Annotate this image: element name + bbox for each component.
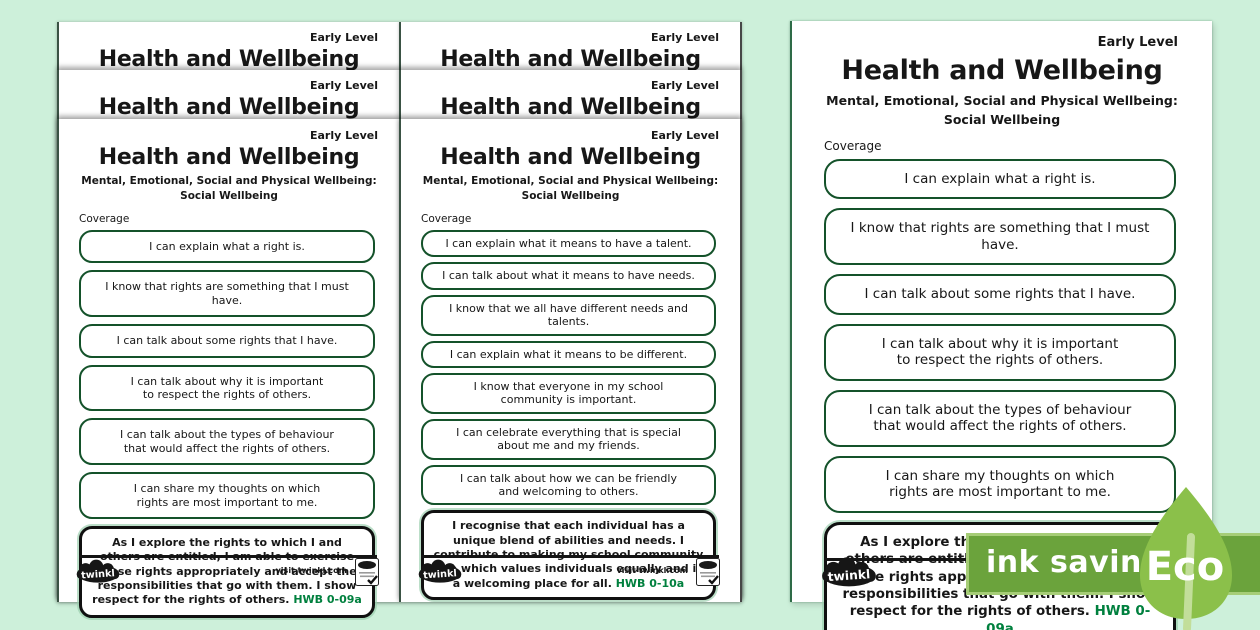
coverage-statement-box: I can talk about the types of behaviour …	[824, 389, 1176, 447]
coverage-statement-box: I can share my thoughts on which rights …	[824, 455, 1176, 513]
worksheet-page-talents-small: Early Level Health and Wellbeing Mental,…	[399, 119, 742, 602]
coverage-statement-box: I know that rights are something that I …	[824, 208, 1176, 266]
twinkl-logo-icon: twinkl	[75, 558, 121, 590]
coverage-statement-box: I can explain what a right is.	[824, 159, 1176, 200]
worksheet-subtitle: Mental, Emotional, Social and Physical W…	[826, 93, 1178, 127]
worksheet-title: Health and Wellbeing	[98, 95, 360, 120]
worksheet-title: Health and Wellbeing	[98, 47, 360, 72]
worksheet-header: Early Level Health and Wellbeing	[59, 22, 399, 602]
worksheet-subtitle: Mental, Emotional, Social and Physical W…	[81, 175, 377, 202]
coverage-statement-box: I can talk about how we can be friendly …	[421, 464, 716, 506]
coverage-statement-box: I know that we all have different needs …	[421, 294, 716, 336]
coverage-box-list: I can explain what it means to have a ta…	[421, 230, 716, 600]
twinkl-logo-icon: twinkl	[417, 558, 463, 590]
eco-leaf-icon: Eco	[1128, 483, 1244, 630]
twinkl-logo-icon: twinkl	[820, 556, 878, 594]
hwb-code: HWB 0-09a	[986, 604, 1151, 630]
coverage-label: Coverage	[824, 139, 882, 153]
coverage-statement-box: I can talk about some rights that I have…	[824, 274, 1176, 315]
ink-saving-label: ink saving	[986, 545, 1164, 580]
visit-twinkl-text: visit twinkl.com	[275, 566, 347, 575]
coverage-statement-box: I can talk about some rights that I have…	[79, 324, 375, 358]
quality-badge-icon	[696, 558, 720, 590]
worksheet-title: Health and Wellbeing	[841, 55, 1163, 86]
coverage-label: Coverage	[421, 213, 472, 225]
coverage-statement-box: I can explain what it means to have a ta…	[421, 230, 716, 258]
worksheet-title: Health and Wellbeing	[440, 145, 701, 170]
hwb-code: HWB 0-09a	[293, 593, 362, 607]
coverage-statement-box: I can talk about the types of behaviour …	[79, 418, 375, 466]
coverage-statement-box: I can explain what a right is.	[79, 230, 375, 264]
svg-text:twinkl: twinkl	[423, 568, 457, 581]
level-label: Early Level	[650, 79, 719, 92]
coverage-statement-box: I can celebrate everything that is speci…	[421, 418, 716, 460]
quality-badge-icon	[355, 558, 379, 590]
level-label: Early Level	[309, 129, 378, 142]
worksheet-header: Early Level Health and Wellbeing	[401, 70, 740, 602]
worksheet-page-rights-large: Early Level Health and Wellbeing Mental,…	[790, 21, 1212, 630]
coverage-statement-box: I know that rights are something that I …	[79, 270, 375, 318]
hwb-code: HWB 0-10a	[615, 576, 685, 590]
coverage-statement-box: I can share my thoughts on which rights …	[79, 472, 375, 520]
worksheet-page-rights-small: Early Level Health and Wellbeing Mental,…	[57, 119, 399, 618]
level-label: Early Level	[1097, 35, 1178, 50]
coverage-statement-box: I can talk about why it is important to …	[824, 323, 1176, 381]
outcome-box: As I explore the rights to which I and o…	[79, 526, 375, 618]
worksheet-header: Early Level Health and Wellbeing	[59, 70, 399, 602]
level-label: Early Level	[650, 129, 719, 142]
coverage-statement-box: I can talk about what it means to have n…	[421, 262, 716, 290]
coverage-statement-box: I can talk about why it is important to …	[79, 364, 375, 412]
coverage-label: Coverage	[79, 213, 130, 225]
worksheet-header: Early Level Health and Wellbeing	[401, 22, 740, 602]
level-label: Early Level	[309, 31, 378, 44]
worksheet-title: Health and Wellbeing	[440, 47, 701, 72]
coverage-box-list: I can explain what a right is. I know th…	[824, 159, 1176, 630]
footer-rule	[421, 555, 719, 558]
coverage-box-list: I can explain what a right is. I know th…	[79, 230, 375, 618]
footer-rule	[79, 555, 377, 558]
worksheet-title: Health and Wellbeing	[98, 145, 360, 170]
level-label: Early Level	[309, 79, 378, 92]
worksheet-subtitle: Mental, Emotional, Social and Physical W…	[422, 175, 719, 202]
coverage-statement-box: I can explain what it means to be differ…	[421, 340, 716, 369]
coverage-statement-box: I know that everyone in my school commun…	[421, 373, 716, 414]
svg-text:twinkl: twinkl	[81, 568, 115, 581]
svg-text:twinkl: twinkl	[827, 567, 870, 584]
visit-twinkl-text: visit twinkl.com	[616, 566, 688, 575]
worksheet-title: Health and Wellbeing	[440, 95, 701, 120]
level-label: Early Level	[650, 31, 719, 44]
eco-label: Eco	[1146, 544, 1225, 590]
